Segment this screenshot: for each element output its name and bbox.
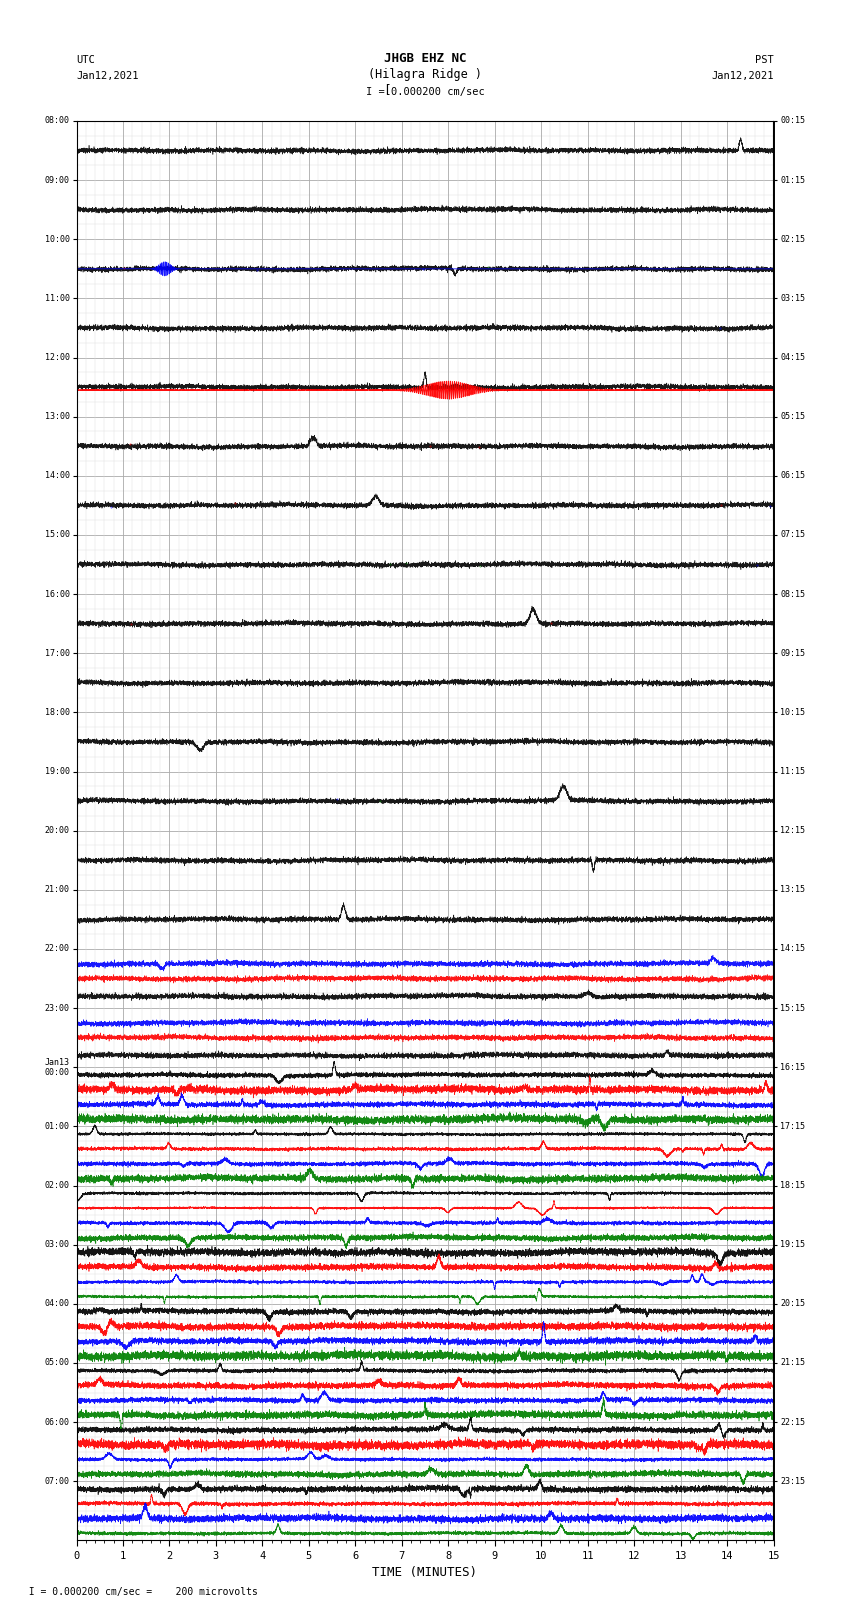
Text: JHGB EHZ NC: JHGB EHZ NC bbox=[383, 52, 467, 65]
X-axis label: TIME (MINUTES): TIME (MINUTES) bbox=[372, 1566, 478, 1579]
Text: PST: PST bbox=[755, 55, 774, 65]
Text: Jan12,2021: Jan12,2021 bbox=[711, 71, 774, 81]
Text: (Hilagra Ridge ): (Hilagra Ridge ) bbox=[368, 68, 482, 81]
Text: [: [ bbox=[383, 82, 390, 97]
Text: UTC: UTC bbox=[76, 55, 95, 65]
Text: Jan12,2021: Jan12,2021 bbox=[76, 71, 139, 81]
Text: I = 0.000200 cm/sec =    200 microvolts: I = 0.000200 cm/sec = 200 microvolts bbox=[17, 1587, 258, 1597]
Text: I = 0.000200 cm/sec: I = 0.000200 cm/sec bbox=[366, 87, 484, 97]
